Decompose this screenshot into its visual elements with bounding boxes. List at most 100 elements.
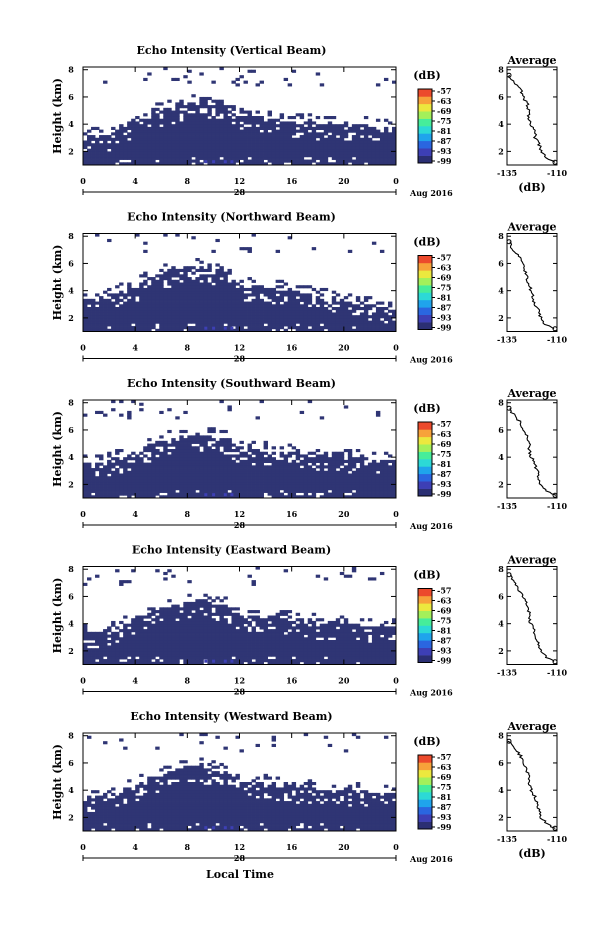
echo-cell [103,661,108,665]
echo-cell [255,631,260,635]
echo-cell [159,451,164,455]
echo-cell [127,320,132,324]
echo-cell [227,116,232,120]
echo-cell [331,465,337,469]
echo-cell [131,637,136,641]
echo-cell [267,320,272,324]
echo-cell [387,484,393,488]
echo-cell [219,135,224,139]
echo-cell [239,487,244,491]
echo-cell [143,642,148,646]
echo-cell [263,162,268,166]
echo-cell [163,293,168,297]
echo-cell [127,290,132,294]
x-tick-label: 12 [234,509,245,519]
echo-cell [183,271,188,275]
echo-cell [327,145,333,150]
echo-cell [315,320,321,324]
echo-cell [239,473,244,477]
echo-cell [183,623,188,627]
echo-cell [191,107,196,111]
echo-cell [311,320,317,324]
echo-cell [147,151,152,155]
echo-cell [347,473,353,477]
echo-cell [151,653,156,657]
echo-cell [171,631,176,635]
echo-cell [135,320,140,324]
echo-cell [131,124,136,128]
echo-cell [151,451,156,455]
echo-cell [211,328,216,332]
echo-cell [231,481,236,485]
echo-cell [211,145,216,150]
echo-cell [287,154,293,158]
echo-cell [207,328,212,332]
echo-cell [231,105,236,109]
echo-cell [195,159,200,163]
echo-cell [283,148,289,152]
echo-cell [215,320,220,324]
echo-cell [199,145,204,150]
echo-cell [127,454,132,458]
echo-cell [211,274,216,278]
echo-cell [187,268,192,273]
echo-cell [179,618,184,622]
echo-cell [323,470,329,474]
echo-cell [171,116,176,120]
echo-cell [155,317,160,322]
echo-cell [279,143,285,147]
echo-cell [303,312,309,316]
echo-cell [163,296,168,300]
echo-cell [163,137,168,141]
echo-cell [271,653,277,657]
echo-cell [99,162,104,166]
echo-cell [371,492,377,496]
echo-cell [123,640,128,644]
echo-cell [195,279,200,283]
echo-cell [115,451,120,455]
echo-cell [355,143,361,147]
echo-cell [347,459,353,464]
echo-cell [219,481,224,485]
echo-cell [243,465,248,469]
echo-cell [155,143,160,147]
echo-cell [367,129,373,133]
echo-cell [83,650,88,655]
echo-cell [99,481,104,485]
echo-cell [87,476,92,480]
echo-cell [363,315,369,319]
echo-cell [131,478,136,483]
echo-cell [199,162,204,166]
echo-cell [271,307,277,311]
echo-cell [215,650,220,655]
echo-cell [123,151,128,155]
echo-cell [223,618,228,622]
echo-cell [199,154,204,158]
echo-cell [99,129,104,133]
echo-cell [207,266,212,270]
echo-cell [159,309,164,313]
echo-cell [331,470,337,474]
echo-cell [247,634,252,638]
echo-cell [275,290,281,294]
echo-cell [235,159,240,163]
echo-cell [155,137,160,141]
echo-cell [235,487,240,491]
echo-cell [127,457,132,461]
echo-cell [331,301,337,305]
echo-cell [111,623,116,627]
echo-cell [255,656,260,660]
echo-cell [167,279,172,283]
echo-cell [327,468,333,472]
echo-cell [363,473,369,477]
echo-cell [239,465,244,469]
echo-cell [191,143,196,147]
echo-cell [159,118,164,122]
echo-cell [195,618,200,622]
echo-cell [203,634,208,638]
echo-cell [347,309,353,313]
echo-cell [279,610,285,614]
echo-cell [203,113,208,117]
echo-cell [371,320,377,324]
echo-cell [95,312,100,316]
